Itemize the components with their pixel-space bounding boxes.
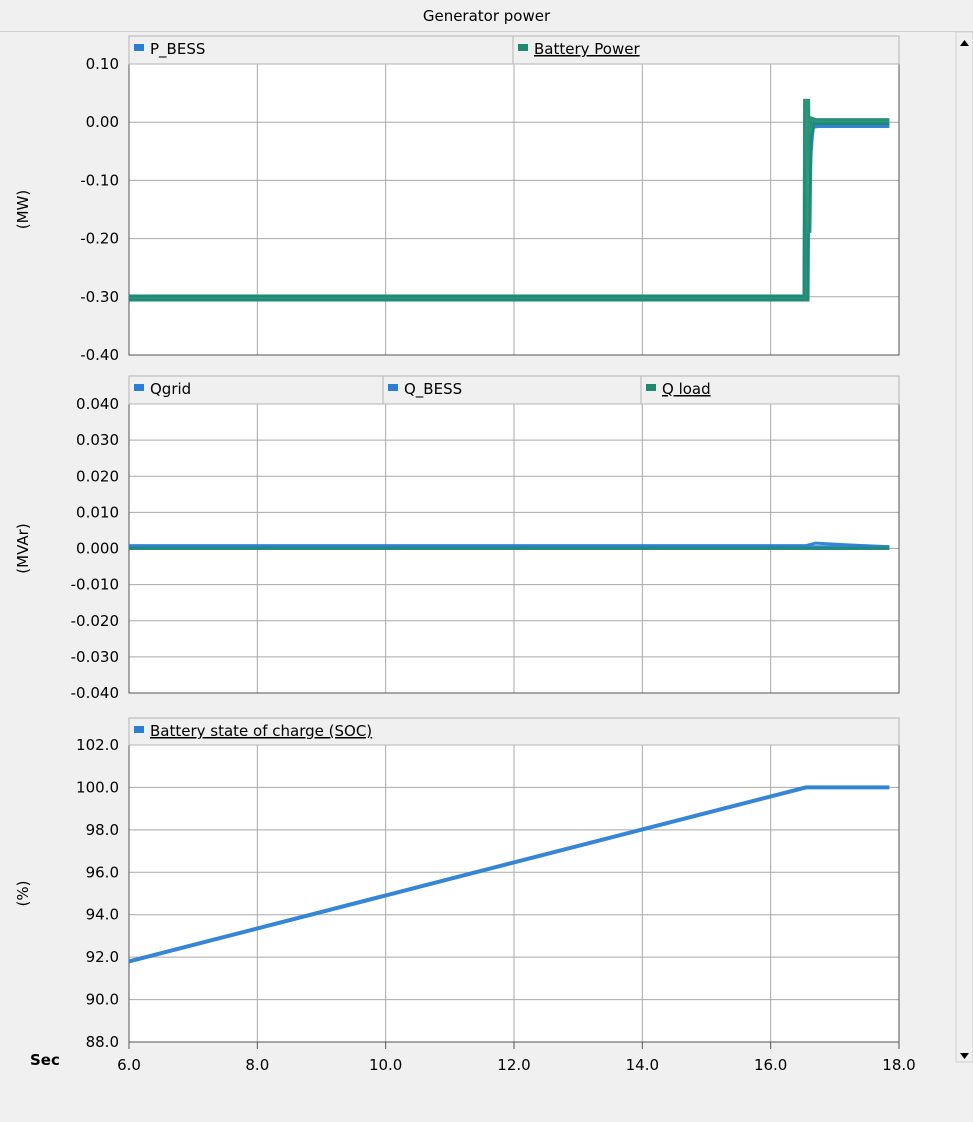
- scroll-down-arrow-icon[interactable]: [960, 1053, 969, 1059]
- legend-label: Q load: [662, 380, 711, 398]
- legend-label: P_BESS: [150, 40, 205, 59]
- series-line-detail: [129, 98, 890, 299]
- series-line: [128, 785, 890, 964]
- y-tick-label: 92.0: [86, 948, 119, 966]
- y-tick-label: 98.0: [86, 821, 119, 839]
- y-tick-label: -0.30: [80, 288, 119, 306]
- y-tick-label: 0.040: [76, 395, 119, 413]
- y-tick-label: -0.030: [71, 648, 119, 666]
- y-tick-label: -0.020: [71, 612, 119, 630]
- legend-entry[interactable]: P_BESS: [128, 35, 514, 65]
- y-tick-label: 90.0: [86, 991, 119, 1009]
- window-title: Generator power: [0, 0, 973, 32]
- legend-cell[interactable]: [640, 375, 900, 405]
- x-tick-label: 16.0: [754, 1056, 787, 1074]
- y-tick-label: 100.0: [76, 778, 119, 796]
- legend-label: Q_BESS: [404, 380, 462, 399]
- y-tick-label: 0.010: [76, 503, 119, 521]
- legend-entry[interactable]: Battery state of charge (SOC): [128, 717, 900, 746]
- y-tick-label: -0.10: [80, 171, 119, 189]
- x-tick-label: 14.0: [626, 1056, 659, 1074]
- y-tick-label: 0.020: [76, 467, 119, 485]
- y-tick-label: 102.0: [76, 736, 119, 754]
- y-tick-label: 0.00: [86, 113, 119, 131]
- y-tick-label: -0.40: [80, 346, 119, 364]
- x-tick-label: 10.0: [369, 1056, 402, 1074]
- legend-swatch-icon: [646, 384, 656, 391]
- legend-entry[interactable]: Battery Power: [512, 35, 900, 65]
- legend-label: Battery Power: [534, 40, 640, 58]
- vertical-scrollbar[interactable]: [955, 31, 973, 1063]
- chart-panel: 102.0 100.0 98.0 96.0 94.0 92.0 90.0 88.0 (%) Bat…: [14, 717, 900, 1051]
- y-tick-label: 96.0: [86, 863, 119, 881]
- legend-swatch-icon: [134, 44, 144, 51]
- y-tick-label: 0.030: [76, 431, 119, 449]
- legend-cell[interactable]: [128, 717, 900, 746]
- y-axis-label: (%): [14, 881, 32, 907]
- x-tick-label: 12.0: [497, 1056, 530, 1074]
- legend-label: Qgrid: [150, 380, 191, 398]
- legend-cell[interactable]: [128, 375, 384, 405]
- legend-cell[interactable]: [128, 35, 514, 65]
- x-tick-label: 6.0: [117, 1056, 141, 1074]
- y-tick-label: -0.20: [80, 230, 119, 248]
- y-tick-label: 94.0: [86, 906, 119, 924]
- legend-swatch-icon: [134, 726, 144, 733]
- y-axis-label: (MVAr): [14, 523, 32, 573]
- legend-entry[interactable]: Q_BESS: [382, 375, 642, 405]
- x-axis-label: Sec: [30, 1051, 60, 1069]
- scrollbar-track[interactable]: [955, 31, 973, 1063]
- scroll-up-arrow-icon[interactable]: [960, 40, 969, 46]
- legend-cell[interactable]: [512, 35, 900, 65]
- y-tick-label: -0.040: [71, 684, 119, 702]
- chart-panel: 0.040 0.030 0.020 0.010 0.000 -0.010 -0.020 -0.…: [14, 375, 900, 702]
- legend-swatch-icon: [518, 44, 528, 51]
- x-tick-label: 18.0: [882, 1056, 915, 1074]
- y-tick-label: 88.0: [86, 1033, 119, 1051]
- legend-swatch-icon: [134, 384, 144, 391]
- legend-label: Battery state of charge (SOC): [150, 722, 372, 740]
- y-tick-label: 0.000: [76, 540, 119, 558]
- y-tick-label: 0.10: [86, 55, 119, 73]
- chart-panel: 0.10 0.00 -0.10 -0.20 -0.30 -0.40 (MW) P_BESS Ba…: [14, 35, 900, 364]
- legend-cell[interactable]: [382, 375, 642, 405]
- x-tick-label: 8.0: [245, 1056, 269, 1074]
- y-tick-label: -0.010: [71, 576, 119, 594]
- y-axis-label: (MW): [14, 190, 32, 229]
- series-line: [129, 541, 890, 549]
- legend-swatch-icon: [388, 384, 398, 391]
- x-axis: 6.0 8.0 10.0 12.0 14.0 16.0 18.0 Sec: [30, 1042, 916, 1074]
- plot-panels: 0.10 0.00 -0.10 -0.20 -0.30 -0.40 (MW) P_BESS Ba…: [14, 35, 900, 1051]
- legend-entry[interactable]: Qgrid: [128, 375, 384, 405]
- legend-entry[interactable]: Q load: [640, 375, 900, 405]
